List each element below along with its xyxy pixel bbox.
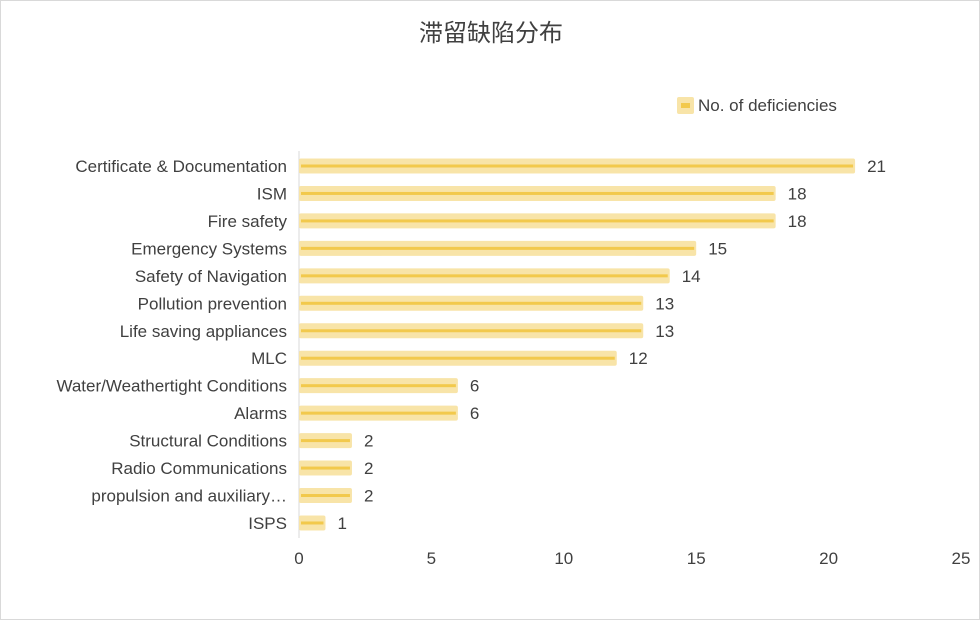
data-label: 1	[337, 514, 346, 533]
data-label: 15	[708, 239, 727, 258]
data-label: 2	[364, 432, 373, 451]
data-label: 2	[364, 459, 373, 478]
x-tick-label: 0	[294, 549, 303, 568]
category-label: Structural Conditions	[129, 432, 287, 451]
data-label: 13	[655, 294, 674, 313]
category-label: MLC	[251, 349, 287, 368]
category-label: propulsion and auxiliary…	[91, 487, 287, 506]
bar-center-line	[301, 164, 854, 168]
category-label: Alarms	[234, 404, 287, 423]
x-tick-label: 10	[554, 549, 573, 568]
bar-center-line	[301, 191, 774, 195]
category-label: Fire safety	[208, 212, 288, 231]
data-label: 14	[682, 267, 701, 286]
bar-center-line	[301, 466, 350, 470]
category-label: ISM	[257, 184, 287, 203]
data-label: 18	[788, 212, 807, 231]
data-label: 13	[655, 322, 674, 341]
bar-center-line	[301, 384, 456, 388]
bar-center-line	[301, 521, 324, 525]
x-tick-label: 20	[819, 549, 838, 568]
x-tick-label: 25	[952, 549, 971, 568]
bar-center-line	[301, 439, 350, 443]
x-tick-label: 15	[687, 549, 706, 568]
bar-center-line	[301, 356, 615, 360]
legend-label: No. of deficiencies	[698, 96, 837, 115]
bar-center-line	[301, 411, 456, 415]
category-label: Emergency Systems	[131, 239, 287, 258]
legend: No. of deficiencies	[677, 96, 837, 115]
chart-title: 滞留缺陷分布	[419, 19, 563, 47]
category-label: Life saving appliances	[120, 322, 287, 341]
legend-swatch-center	[681, 103, 690, 108]
bar-center-line	[301, 301, 642, 305]
x-tick-label: 5	[427, 549, 436, 568]
data-label: 21	[867, 157, 886, 176]
chart-frame: 滞留缺陷分布 No. of deficiencies Certificate &…	[0, 0, 980, 620]
category-label: Pollution prevention	[138, 294, 287, 313]
bar-center-line	[301, 329, 642, 333]
data-label: 18	[788, 184, 807, 203]
category-label: Certificate & Documentation	[75, 157, 287, 176]
category-label: Radio Communications	[111, 459, 287, 478]
bar-center-line	[301, 274, 668, 278]
bar-chart: 滞留缺陷分布 No. of deficiencies Certificate &…	[56, 19, 970, 568]
data-label: 2	[364, 487, 373, 506]
bar-center-line	[301, 219, 774, 223]
bar-center-line	[301, 494, 350, 498]
data-label: 12	[629, 349, 648, 368]
category-label: Safety of Navigation	[135, 267, 287, 286]
category-label: ISPS	[248, 514, 287, 533]
bar-center-line	[301, 246, 695, 250]
data-label: 6	[470, 377, 479, 396]
data-label: 6	[470, 404, 479, 423]
category-label: Water/Weathertight Conditions	[56, 377, 287, 396]
